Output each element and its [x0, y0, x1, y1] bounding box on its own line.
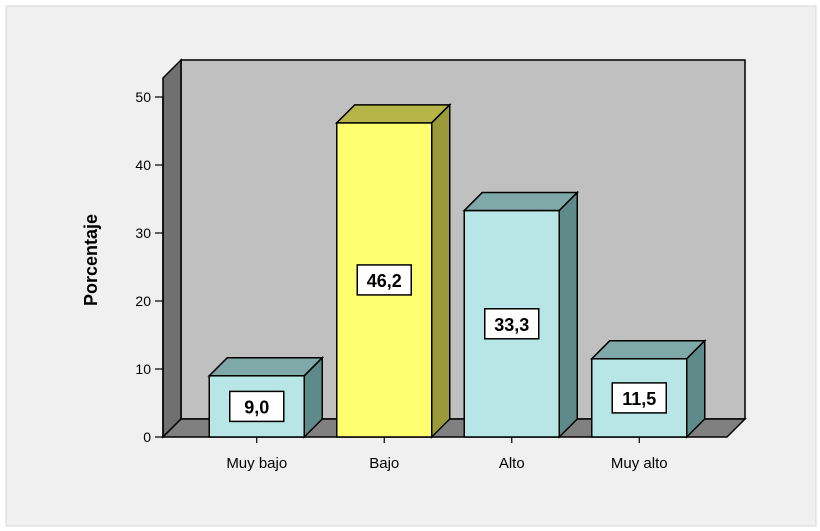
- y-axis-label: Porcentaje: [81, 214, 101, 306]
- bar-side: [303, 355, 323, 439]
- data-label-box: [484, 308, 540, 340]
- data-label-value: 11,5: [622, 389, 656, 409]
- data-label-box: [611, 382, 667, 414]
- x-tick-label: Bajo: [369, 455, 399, 472]
- bar: 33,3: [462, 190, 580, 439]
- bar: 11,5: [589, 338, 707, 439]
- y-tick-label: 0: [143, 429, 151, 445]
- y-tick-label: 10: [135, 361, 151, 377]
- bar-top: [589, 340, 707, 360]
- y-tick-label: 50: [135, 89, 151, 105]
- data-label-box: [356, 264, 412, 296]
- data-label-value: 46,2: [367, 271, 402, 291]
- bar-side: [558, 190, 578, 439]
- category-labels: Muy bajo Bajo Alto Muy alto: [226, 437, 668, 472]
- x-tick-label: Muy alto: [611, 455, 668, 472]
- y-axis: 0 10 20 30 40 50: [135, 89, 164, 445]
- bar: 46,2: [334, 103, 452, 439]
- bar-side: [686, 338, 706, 439]
- data-label: 11,5: [611, 382, 667, 414]
- y-tick-label: 20: [135, 293, 151, 309]
- bar-side: [431, 103, 451, 439]
- bars: 9,0 46,2 33,3 11,5: [207, 103, 707, 439]
- bar-top: [207, 357, 325, 377]
- bar-top: [462, 191, 580, 212]
- bar: 9,0: [207, 355, 325, 439]
- data-label-value: 33,3: [494, 315, 529, 335]
- data-label-value: 9,0: [244, 397, 269, 417]
- bar-top: [334, 104, 452, 124]
- x-tick-label: Muy bajo: [226, 455, 287, 472]
- y-tick-label: 30: [135, 225, 151, 241]
- data-label-box: [229, 390, 285, 423]
- data-label: 33,3: [484, 308, 540, 340]
- data-label: 9,0: [229, 390, 285, 423]
- x-tick-label: Alto: [499, 455, 525, 472]
- data-label: 46,2: [356, 264, 412, 296]
- side-wall: [162, 58, 182, 439]
- y-tick-label: 40: [135, 157, 151, 173]
